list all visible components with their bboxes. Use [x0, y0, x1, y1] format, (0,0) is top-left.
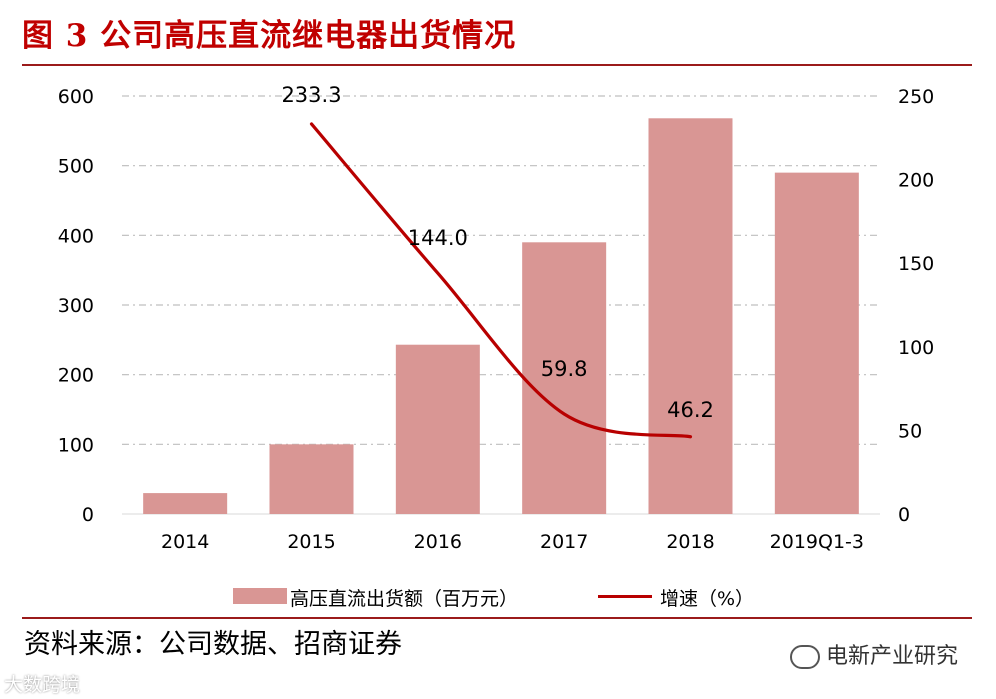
source-rule — [22, 617, 972, 619]
legend-line-label: 增速（%） — [660, 588, 755, 610]
legend-bar-label: 高压直流出货额（百万元） — [290, 588, 519, 610]
y-left-tick-label: 300 — [58, 295, 94, 317]
legend-line-swatch — [598, 595, 652, 598]
brand-watermark: 大数跨境 — [4, 674, 81, 696]
y-right-tick-label: 100 — [898, 337, 934, 359]
x-tick-label: 2015 — [287, 531, 335, 553]
x-tick-label: 2016 — [414, 531, 462, 553]
x-tick-label: 2017 — [540, 531, 588, 553]
bar — [395, 344, 480, 514]
x-axis-tick-labels: 2014 2015 2016 2017 2018 2019Q1-3 — [161, 531, 864, 553]
legend-bar-swatch — [233, 588, 287, 604]
y-left-tick-label: 400 — [58, 225, 94, 247]
x-tick-label: 2018 — [666, 531, 714, 553]
y-right-tick-label: 200 — [898, 170, 934, 192]
line-data-labels: 233.3 144.0 59.8 46.2 — [281, 83, 713, 422]
wechat-watermark: 电新产业研究 — [790, 638, 958, 670]
y-left-tick-label: 200 — [58, 365, 94, 387]
line-data-label: 233.3 — [281, 83, 341, 107]
growth-line — [309, 122, 693, 439]
y-right-tick-label: 150 — [898, 253, 934, 275]
line-data-label: 46.2 — [667, 398, 714, 422]
y-left-tick-label: 500 — [58, 156, 94, 178]
right-axis-tick-labels: 0 50 100 150 200 250 — [898, 86, 934, 526]
line-series — [309, 122, 693, 439]
y-left-tick-label: 0 — [82, 504, 94, 526]
x-tick-label: 2019Q1-3 — [770, 531, 864, 553]
y-right-tick-label: 0 — [898, 504, 910, 526]
left-axis-tick-labels: 0 100 200 300 400 500 600 — [58, 86, 94, 526]
bar — [143, 493, 228, 514]
figure-title: 图 3 公司高压直流继电器出货情况 — [22, 18, 517, 54]
y-right-tick-label: 50 — [898, 420, 922, 442]
grid-lines — [122, 95, 880, 515]
title-rule — [22, 64, 972, 66]
bar — [648, 118, 733, 514]
bar — [774, 172, 859, 514]
y-left-tick-label: 600 — [58, 86, 94, 108]
bar — [269, 444, 354, 514]
bar-series — [143, 118, 859, 515]
x-tick-label: 2014 — [161, 531, 209, 553]
y-left-tick-label: 100 — [58, 434, 94, 456]
wechat-icon — [790, 645, 820, 669]
line-data-label: 144.0 — [408, 226, 468, 250]
source-note: 资料来源：公司数据、招商证券 — [24, 629, 402, 660]
bar — [522, 242, 607, 515]
wechat-account-name: 电新产业研究 — [826, 644, 959, 669]
y-right-tick-label: 250 — [898, 86, 934, 108]
legend: 高压直流出货额（百万元） 增速（%） — [0, 582, 996, 610]
line-data-label: 59.8 — [541, 357, 588, 381]
